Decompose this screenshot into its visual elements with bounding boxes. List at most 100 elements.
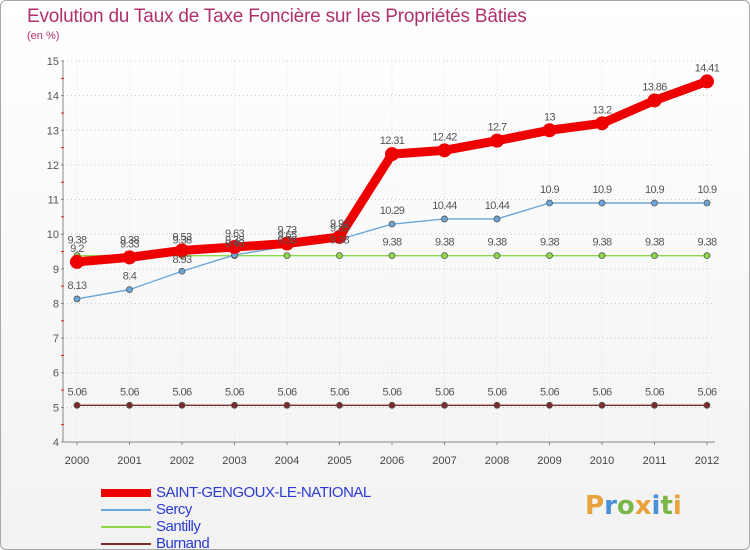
legend-swatch (101, 509, 151, 511)
data-label: 5.06 (330, 386, 349, 398)
data-point (546, 252, 553, 260)
data-point (493, 252, 501, 260)
legend-item: Sercy (101, 501, 461, 518)
y-tick-label: 13 (47, 125, 59, 137)
data-point (332, 229, 347, 244)
data-label: 5.06 (277, 386, 296, 398)
logo-letter: r (604, 491, 617, 521)
data-point (703, 401, 711, 409)
data-point (598, 401, 606, 409)
data-label: 5.06 (592, 386, 611, 398)
data-label: 10.9 (697, 184, 716, 196)
logo-letter: x (634, 491, 652, 521)
data-point (283, 252, 291, 260)
legend-swatch (101, 489, 151, 497)
data-point (70, 254, 84, 269)
data-label: 8.13 (67, 280, 86, 292)
data-label: 5.06 (697, 386, 716, 398)
x-tick-label: 2000 (65, 455, 89, 467)
data-point (441, 215, 448, 223)
data-label: 9.65 (277, 229, 296, 241)
data-point (126, 286, 133, 294)
data-label: 5.06 (487, 386, 506, 398)
data-label: 5.06 (435, 386, 454, 398)
data-label: 12.31 (380, 135, 405, 147)
data-label: 12.42 (432, 131, 457, 143)
data-point (178, 401, 186, 409)
x-tick-label: 2005 (327, 455, 351, 467)
data-point (283, 401, 291, 409)
data-point (126, 401, 133, 409)
x-tick-label: 2006 (380, 455, 404, 467)
data-point (73, 401, 81, 409)
logo-letter: P (585, 491, 605, 521)
y-tick-label: 15 (47, 56, 59, 68)
legend-swatch (101, 526, 151, 528)
data-label: 8.4 (123, 271, 137, 283)
data-point (493, 401, 501, 409)
x-tick-label: 2003 (222, 455, 246, 467)
legend-label: Santilly (156, 518, 201, 535)
data-point (122, 250, 137, 265)
legend-swatch (101, 543, 151, 545)
data-point (490, 133, 504, 148)
data-label: 9.38 (697, 237, 716, 249)
data-label: 10.9 (540, 184, 559, 196)
data-label: 9.38 (277, 235, 296, 247)
legend-item: Santilly (101, 518, 461, 535)
data-point (231, 401, 238, 409)
data-point (175, 243, 189, 258)
data-point (598, 252, 606, 260)
data-point (73, 295, 81, 303)
data-point (336, 252, 343, 260)
legend-label: SAINT-GENGOUX-LE-NATIONAL (156, 484, 371, 501)
data-point (651, 199, 658, 207)
data-label: 8.93 (172, 254, 191, 266)
data-label: 12.7 (487, 122, 506, 134)
data-label: 9.73 (277, 225, 296, 237)
data-point (546, 199, 553, 207)
chart-title: Evolution du Taux de Taxe Foncière sur l… (27, 6, 527, 27)
data-label: 5.06 (225, 386, 244, 398)
data-point (178, 267, 186, 275)
data-point (388, 252, 396, 260)
data-point (703, 252, 711, 260)
data-label: 9.38 (225, 235, 244, 247)
data-label: 10.44 (432, 200, 457, 212)
data-label: 5.06 (120, 386, 139, 398)
data-label: 10.29 (380, 205, 405, 217)
y-tick-label: 4 (53, 437, 59, 449)
data-point (651, 401, 658, 409)
logo-letter: o (616, 491, 635, 521)
data-label: 9.38 (540, 237, 559, 249)
legend-label: Sercy (156, 501, 192, 518)
data-point (388, 401, 396, 409)
data-label: 10.9 (645, 184, 664, 196)
data-point (441, 401, 448, 409)
data-point (700, 74, 714, 89)
data-label: 9.2 (70, 243, 84, 255)
data-point (437, 143, 452, 158)
data-label: 9.38 (172, 235, 191, 247)
data-label: 5.06 (540, 386, 559, 398)
x-tick-label: 2001 (117, 455, 141, 467)
data-label: 9.38 (67, 235, 86, 247)
proxiti-logo: Proxiti (585, 491, 682, 521)
data-label: 9.53 (172, 231, 191, 243)
data-label: 9.38 (645, 237, 664, 249)
x-tick-label: 2004 (275, 455, 299, 467)
y-tick-label: 11 (48, 195, 59, 207)
x-tick-label: 2002 (170, 455, 194, 467)
data-label: 5.06 (172, 386, 191, 398)
legend-label: Burnand (156, 535, 210, 550)
x-tick-label: 2011 (643, 455, 667, 467)
data-point (647, 93, 662, 108)
logo-letter: i (651, 491, 661, 521)
x-tick-label: 2010 (590, 455, 614, 467)
data-label: 9.38 (330, 235, 349, 247)
y-tick-label: 6 (53, 368, 59, 380)
data-label: 10.44 (485, 200, 510, 212)
data-label: 10.9 (592, 184, 611, 196)
